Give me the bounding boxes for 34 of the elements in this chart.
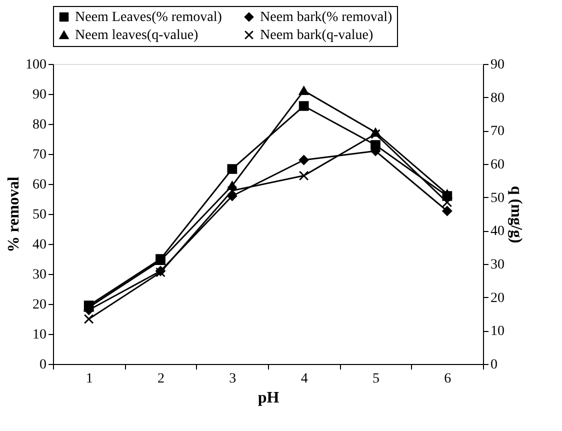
x-tick-label: 1 xyxy=(86,372,93,386)
y2-tick-label: 40 xyxy=(490,224,504,240)
y-tick-label: 80 xyxy=(32,118,46,132)
y-tick-label: 20 xyxy=(32,298,46,312)
legend-label: Neem leaves(q-value) xyxy=(75,28,199,43)
x-tick-label: 5 xyxy=(372,372,380,386)
y2-tick-label: 50 xyxy=(490,190,504,206)
y-tick-label: 10 xyxy=(32,328,46,342)
y2-tick-label: 80 xyxy=(490,90,504,106)
x-axis-title: pH xyxy=(258,390,280,406)
legend-label: Neem bark(% removal) xyxy=(260,10,392,25)
x-tick-label: 6 xyxy=(444,372,452,386)
y-axis-title: % removal xyxy=(6,176,22,252)
y2-tick-label: 70 xyxy=(490,124,504,140)
y-tick-label: 40 xyxy=(32,238,46,252)
y2-tick-label: 30 xyxy=(490,258,504,272)
y2-axis-title: q (mg/g) xyxy=(508,186,524,244)
legend-label: Neem Leaves(% removal) xyxy=(75,10,222,25)
y-tick-label: 50 xyxy=(32,208,46,222)
y-tick-label: 0 xyxy=(40,358,46,372)
y2-tick-label: 60 xyxy=(490,158,504,172)
y2-tick-label: 20 xyxy=(490,290,504,306)
y-tick-label: 90 xyxy=(32,88,46,102)
x-tick-label: 2 xyxy=(158,372,164,386)
y2-tick-label: 10 xyxy=(490,324,504,340)
x-tick-label: 4 xyxy=(300,372,308,386)
y-tick-label: 30 xyxy=(32,268,46,282)
legend-label: Neem bark(q-value) xyxy=(260,28,374,43)
y-tick-label: 60 xyxy=(32,178,46,192)
y-tick-label: 70 xyxy=(32,148,46,162)
y-tick-label: 100 xyxy=(26,58,46,72)
x-tick-label: 3 xyxy=(229,372,236,386)
y2-tick-label: 0 xyxy=(490,358,498,372)
y2-tick-label: 90 xyxy=(490,58,504,72)
